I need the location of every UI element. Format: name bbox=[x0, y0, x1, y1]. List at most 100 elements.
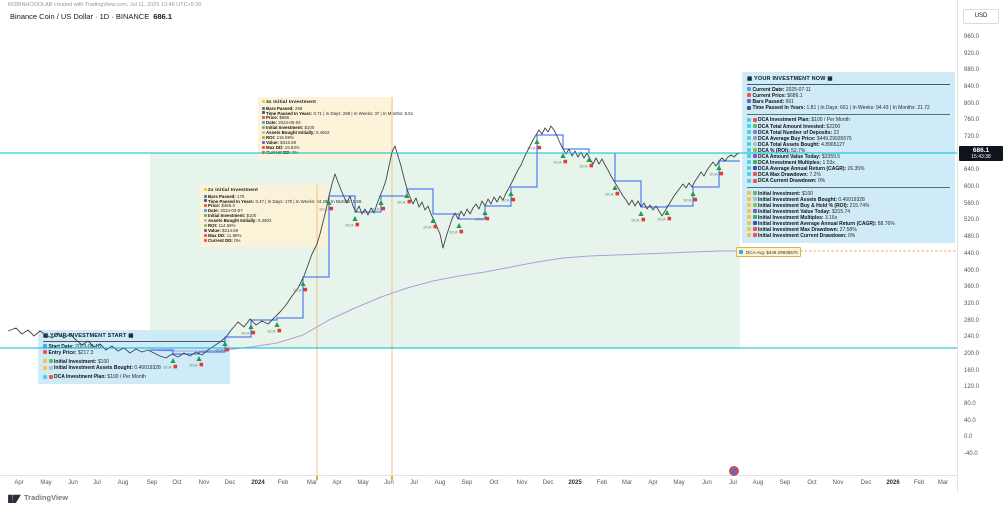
stat-icon bbox=[752, 227, 757, 232]
symbol-legend: Binance Coin / US Dollar · 1D · BINANCE 6… bbox=[10, 12, 172, 21]
time-tick-label: Jun bbox=[68, 480, 78, 486]
stat-icon bbox=[747, 202, 751, 207]
stat-icon bbox=[747, 117, 751, 122]
stat-row: Initial Investment Average Annual Return… bbox=[747, 221, 950, 227]
dca-avg-price-tag[interactable]: DCA Avg: $449.29935576 bbox=[736, 247, 801, 257]
stat-icon bbox=[752, 160, 757, 165]
time-tick-label: Sep bbox=[461, 480, 473, 486]
investment-now-panel[interactable]: ▦ YOUR INVESTMENT NOW ▦ Current Date: 202… bbox=[742, 72, 955, 244]
stat-icon bbox=[752, 148, 757, 153]
time-tick-label: May bbox=[40, 480, 52, 486]
stat-icon bbox=[204, 233, 207, 237]
price-scale[interactable]: USD 686.1 15:43:38 960.0 920.0 880.0 840.0 8… bbox=[957, 0, 1005, 492]
stat-icon bbox=[747, 172, 751, 177]
stat-icon bbox=[204, 204, 207, 208]
stat-icon bbox=[262, 140, 265, 144]
stat-icon bbox=[43, 350, 47, 355]
time-tick-label: May bbox=[673, 480, 685, 486]
price-tick-label: 480.0 bbox=[964, 234, 980, 241]
stat-row: DCA Investment Multiples: 1.53x bbox=[747, 160, 950, 166]
stat-icon bbox=[752, 154, 757, 159]
stat-icon bbox=[204, 209, 207, 213]
stat-row: DCA Total Number of Deposits: 22 bbox=[747, 130, 950, 136]
footer: TradingView bbox=[8, 492, 68, 503]
stat-icon bbox=[262, 145, 265, 149]
stat-icon bbox=[752, 196, 757, 201]
stat-icon bbox=[747, 87, 751, 92]
stat-icon bbox=[262, 126, 265, 130]
price-tick-label: 920.0 bbox=[964, 50, 980, 57]
stat-icon bbox=[204, 199, 207, 203]
price-tick-label: 0.0 bbox=[964, 434, 973, 441]
3x-initial-investment-panel[interactable]: 3x Initial Investment Bars Passed: 259 Tim… bbox=[258, 97, 413, 159]
stat-icon bbox=[747, 227, 751, 232]
price-tick-label: 280.0 bbox=[964, 317, 980, 324]
time-scale[interactable]: Apr May Jun Jul Aug Sep Oct Nov Dec 2024 Feb Mar Apr… bbox=[0, 475, 1005, 493]
stat-icon bbox=[48, 365, 53, 370]
stat-icon bbox=[752, 202, 757, 207]
stat-icon bbox=[747, 99, 751, 104]
stat-row: Initial Investment Value Today: $315.74 bbox=[747, 209, 950, 215]
stat-icon bbox=[747, 105, 751, 110]
stat-row: Price: $686 bbox=[262, 116, 389, 121]
stat-icon bbox=[747, 135, 751, 140]
stat-icon bbox=[204, 238, 207, 242]
price-tick-label: 360.0 bbox=[964, 284, 980, 291]
stat-icon bbox=[752, 142, 757, 147]
time-tick-label: Oct bbox=[489, 480, 499, 486]
stat-icon bbox=[747, 123, 751, 128]
stat-icon bbox=[752, 135, 757, 140]
stat-icon bbox=[747, 160, 751, 165]
time-tick-label: Mar bbox=[306, 480, 318, 486]
symbol-title: Binance Coin / US Dollar · 1D · BINANCE bbox=[10, 12, 150, 21]
time-tick-label: Dec bbox=[542, 480, 554, 486]
time-tick-label: Dec bbox=[224, 480, 236, 486]
stat-row: DCA Average Buy Price: $449.29935576 bbox=[747, 136, 950, 142]
currency-unit-button[interactable]: USD bbox=[963, 9, 999, 24]
stat-icon bbox=[747, 148, 751, 153]
price-tick-label: -40.0 bbox=[964, 451, 978, 458]
time-tick-label: Jul bbox=[729, 480, 737, 486]
tradingview-logo[interactable] bbox=[8, 492, 21, 503]
stat-row: DCA Current Drawdown: 0% bbox=[747, 178, 950, 184]
stat-row: DCA Investment Plan: $100 / Per Month bbox=[43, 374, 225, 380]
panel-separator bbox=[747, 113, 950, 115]
time-tick-label: Jul bbox=[410, 480, 418, 486]
time-tick-label: 2024 bbox=[251, 480, 265, 486]
stat-row: Initial Investment Assets Bought: 0.4601… bbox=[43, 365, 225, 371]
stat-icon bbox=[752, 123, 757, 128]
event-axis-tick bbox=[391, 476, 393, 480]
time-tick-label: Jun bbox=[702, 480, 712, 486]
event-axis-tick bbox=[316, 476, 318, 480]
time-tick-label: Jun bbox=[384, 480, 394, 486]
stat-icon bbox=[747, 215, 751, 220]
stat-icon bbox=[43, 365, 47, 370]
stat-row: Time Passed In Years: 0.71 | In Days: 25… bbox=[262, 111, 413, 117]
panel-title-icon bbox=[204, 187, 207, 191]
stat-row: DCA Max Drawdown: 7.2% bbox=[747, 172, 950, 178]
2x-initial-investment-panel[interactable]: 2x Initial Investment Bars Passed: 170 Tim… bbox=[200, 185, 361, 247]
stat-icon bbox=[747, 154, 751, 159]
price-tick-label: 840.0 bbox=[964, 83, 980, 90]
stat-icon bbox=[204, 194, 207, 198]
stat-icon bbox=[262, 131, 265, 135]
event-marker-icon[interactable] bbox=[729, 466, 739, 476]
price-tick-label: 80.0 bbox=[964, 401, 976, 408]
stat-icon bbox=[747, 166, 751, 171]
stat-row: DCA Total Amount Invested: $2200 bbox=[747, 124, 950, 130]
investment-start-panel[interactable]: ▦ YOUR INVESTMENT START ▦ Start Date: 202… bbox=[38, 330, 230, 384]
stat-row: DCA % (ROI): 52.7% bbox=[747, 148, 950, 154]
stat-row: Bars Passed: 661 bbox=[747, 99, 950, 105]
price-tick-label: 760.0 bbox=[964, 117, 980, 124]
time-tick-label: Dec bbox=[860, 480, 872, 486]
stat-icon bbox=[262, 135, 265, 139]
stat-icon bbox=[204, 228, 207, 232]
stat-icon bbox=[747, 93, 751, 98]
time-tick-label: 2025 bbox=[568, 480, 582, 486]
price-tick-label: 560.0 bbox=[964, 200, 980, 207]
stat-row: DCA Total Assets Bought: 4.8965127 bbox=[747, 142, 950, 148]
stat-row: Current DD: 0% bbox=[262, 150, 389, 156]
time-tick-label: 2026 bbox=[886, 480, 900, 486]
stat-icon bbox=[43, 359, 47, 364]
dca-avg-price-text: DCA Avg: $449.29935576 bbox=[746, 249, 798, 255]
